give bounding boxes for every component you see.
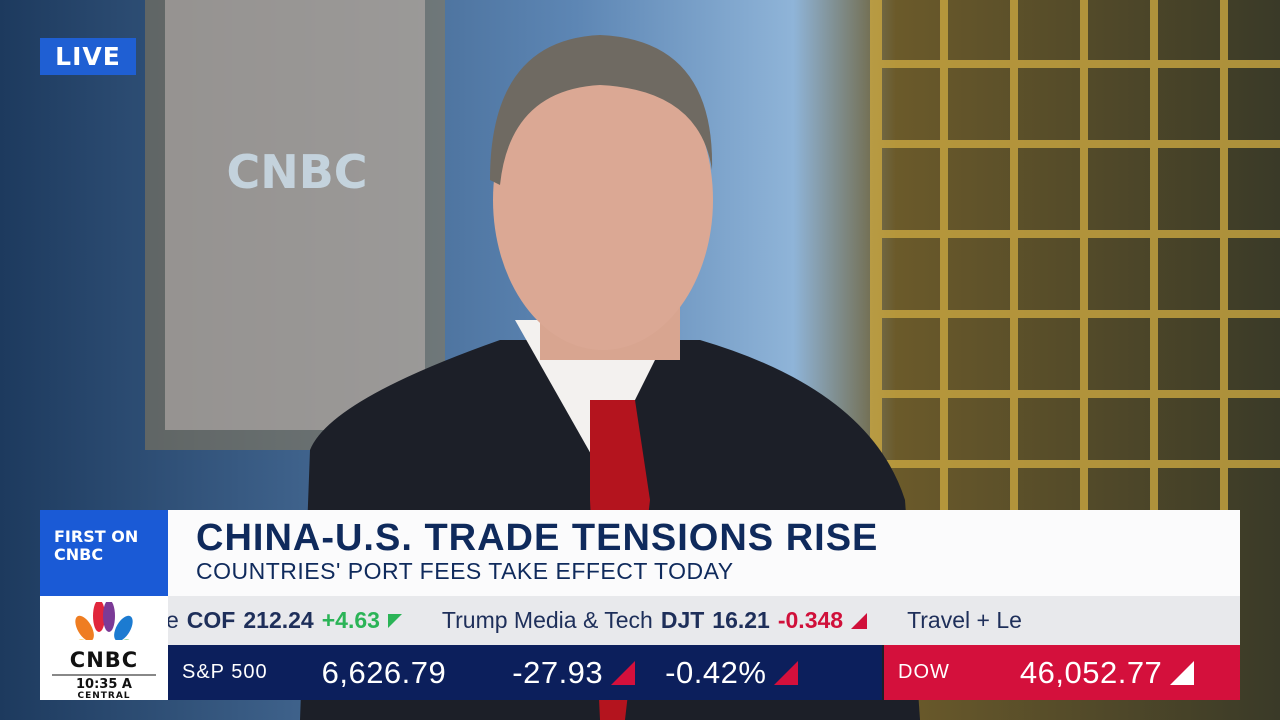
ticker-symbol: COF bbox=[186, 607, 236, 633]
headline-subtitle: COUNTRIES' PORT FEES TAKE EFFECT TODAY bbox=[196, 558, 734, 584]
headline-box: CHINA-U.S. TRADE TENSIONS RISE COUNTRIES… bbox=[168, 510, 1240, 596]
ticker-name: Travel + Le bbox=[907, 607, 1022, 633]
ticker-price: 212.24 bbox=[243, 607, 314, 633]
down-triangle-icon bbox=[1170, 660, 1195, 685]
sp500-label: S&P 500 bbox=[182, 661, 268, 683]
up-triangle-icon bbox=[387, 613, 402, 628]
background-cnbc-logo: CNBC bbox=[226, 145, 367, 199]
divider bbox=[52, 674, 156, 676]
ticker-name: e bbox=[168, 607, 179, 633]
sp500-value: 6,626.79 bbox=[321, 654, 447, 690]
dow-value: 46,052.77 bbox=[1019, 654, 1163, 690]
headline-title: CHINA-U.S. TRADE TENSIONS RISE bbox=[196, 517, 879, 559]
sp500-percent: -0.42% bbox=[665, 654, 767, 690]
stock-ticker: e COF 212.24 +4.63 Trump Media & Tech DJ… bbox=[168, 596, 1240, 645]
dow-bar: DOW 46,052.77 bbox=[884, 645, 1240, 700]
sp500-bar: S&P 500 6,626.79 -27.93 -0.42% bbox=[168, 645, 882, 700]
ticker-change: -0.348 bbox=[777, 607, 844, 633]
cnbc-wordmark: CNBC bbox=[69, 648, 139, 672]
ticker-name: Trump Media & Tech bbox=[441, 607, 653, 633]
cnbc-logo-box: CNBC 10:35 A CENTRAL bbox=[40, 596, 168, 701]
gold-lattice bbox=[870, 0, 1280, 510]
peacock-icon bbox=[74, 600, 134, 658]
dow-label: DOW bbox=[898, 661, 950, 683]
first-on-cnbc-bug: FIRST ON CNBC bbox=[40, 510, 168, 596]
down-triangle-icon bbox=[774, 660, 799, 685]
ticker-symbol: DJT bbox=[660, 607, 705, 633]
down-triangle-icon bbox=[851, 612, 868, 629]
sp500-change: -27.93 bbox=[512, 654, 604, 690]
ticker-price: 16.21 bbox=[712, 607, 770, 633]
clock-timezone: CENTRAL bbox=[77, 691, 131, 701]
lower-third: FIRST ON CNBC CHINA-U.S. TRADE TENSIONS … bbox=[40, 510, 1240, 701]
down-triangle-icon bbox=[611, 660, 636, 685]
clock-time: 10:35 A bbox=[76, 677, 132, 692]
ticker-change: +4.63 bbox=[321, 607, 380, 633]
live-badge: LIVE bbox=[40, 38, 136, 75]
